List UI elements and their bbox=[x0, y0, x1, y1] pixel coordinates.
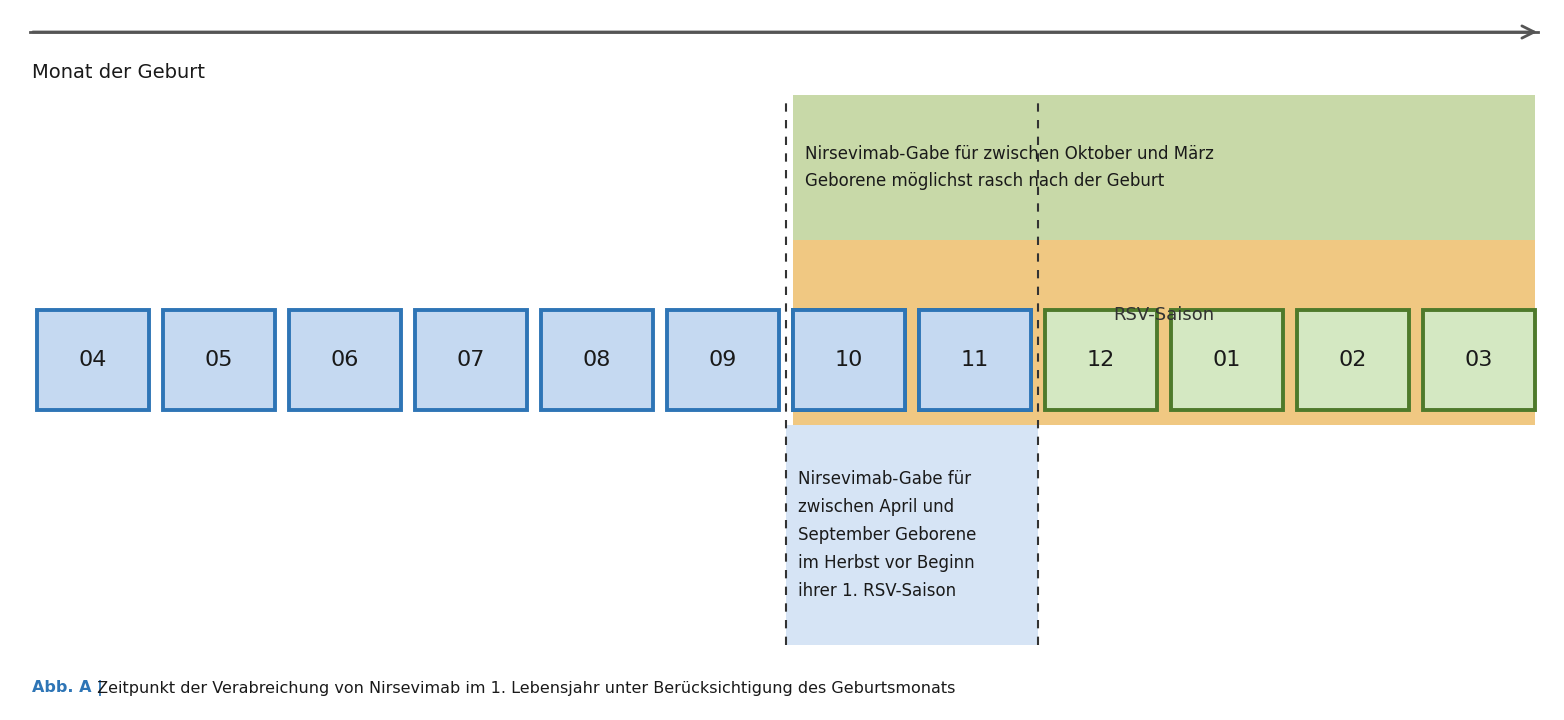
Text: 08: 08 bbox=[583, 350, 612, 370]
Text: 04: 04 bbox=[78, 350, 108, 370]
Bar bbox=[541, 310, 654, 410]
Text: Zeitpunkt der Verabreichung von Nirsevimab im 1. Lebensjahr unter Berücksichtigu: Zeitpunkt der Verabreichung von Nirsevim… bbox=[92, 680, 956, 696]
Text: 05: 05 bbox=[205, 350, 233, 370]
Bar bbox=[414, 310, 527, 410]
Bar bbox=[793, 310, 906, 410]
Bar bbox=[920, 310, 1031, 410]
Bar bbox=[38, 310, 149, 410]
Text: 03: 03 bbox=[1465, 350, 1494, 370]
Text: 07: 07 bbox=[457, 350, 485, 370]
Bar bbox=[163, 310, 275, 410]
Text: RSV-Saison: RSV-Saison bbox=[1114, 305, 1215, 323]
Bar bbox=[1297, 310, 1409, 410]
Bar bbox=[920, 310, 1031, 410]
Text: Abb. A |: Abb. A | bbox=[31, 680, 103, 696]
Text: 10: 10 bbox=[835, 350, 863, 370]
Bar bbox=[1423, 310, 1534, 410]
Text: Monat der Geburt: Monat der Geburt bbox=[31, 63, 205, 81]
Bar bbox=[793, 240, 1534, 425]
Bar bbox=[787, 425, 1038, 645]
Bar bbox=[666, 310, 779, 410]
Bar bbox=[793, 310, 906, 410]
Bar bbox=[289, 310, 400, 410]
Text: 11: 11 bbox=[960, 350, 988, 370]
Text: 06: 06 bbox=[332, 350, 360, 370]
Text: 09: 09 bbox=[708, 350, 737, 370]
Bar bbox=[1171, 310, 1282, 410]
Text: 01: 01 bbox=[1212, 350, 1242, 370]
Text: Nirsevimab-Gabe für
zwischen April und
September Geborene
im Herbst vor Beginn
i: Nirsevimab-Gabe für zwischen April und S… bbox=[798, 470, 976, 600]
Bar bbox=[793, 95, 1534, 240]
Bar bbox=[1045, 310, 1157, 410]
Text: Nirsevimab-Gabe für zwischen Oktober und März
Geborene möglichst rasch nach der : Nirsevimab-Gabe für zwischen Oktober und… bbox=[805, 145, 1214, 190]
Text: 02: 02 bbox=[1339, 350, 1367, 370]
Text: 12: 12 bbox=[1087, 350, 1115, 370]
